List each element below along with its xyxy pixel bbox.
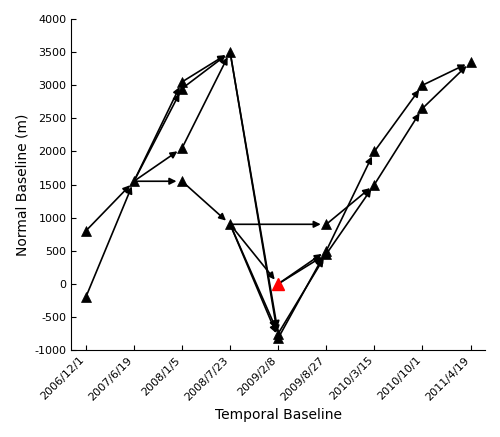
Y-axis label: Normal Baseline (m): Normal Baseline (m) xyxy=(15,113,29,256)
X-axis label: Temporal Baseline: Temporal Baseline xyxy=(214,408,342,422)
